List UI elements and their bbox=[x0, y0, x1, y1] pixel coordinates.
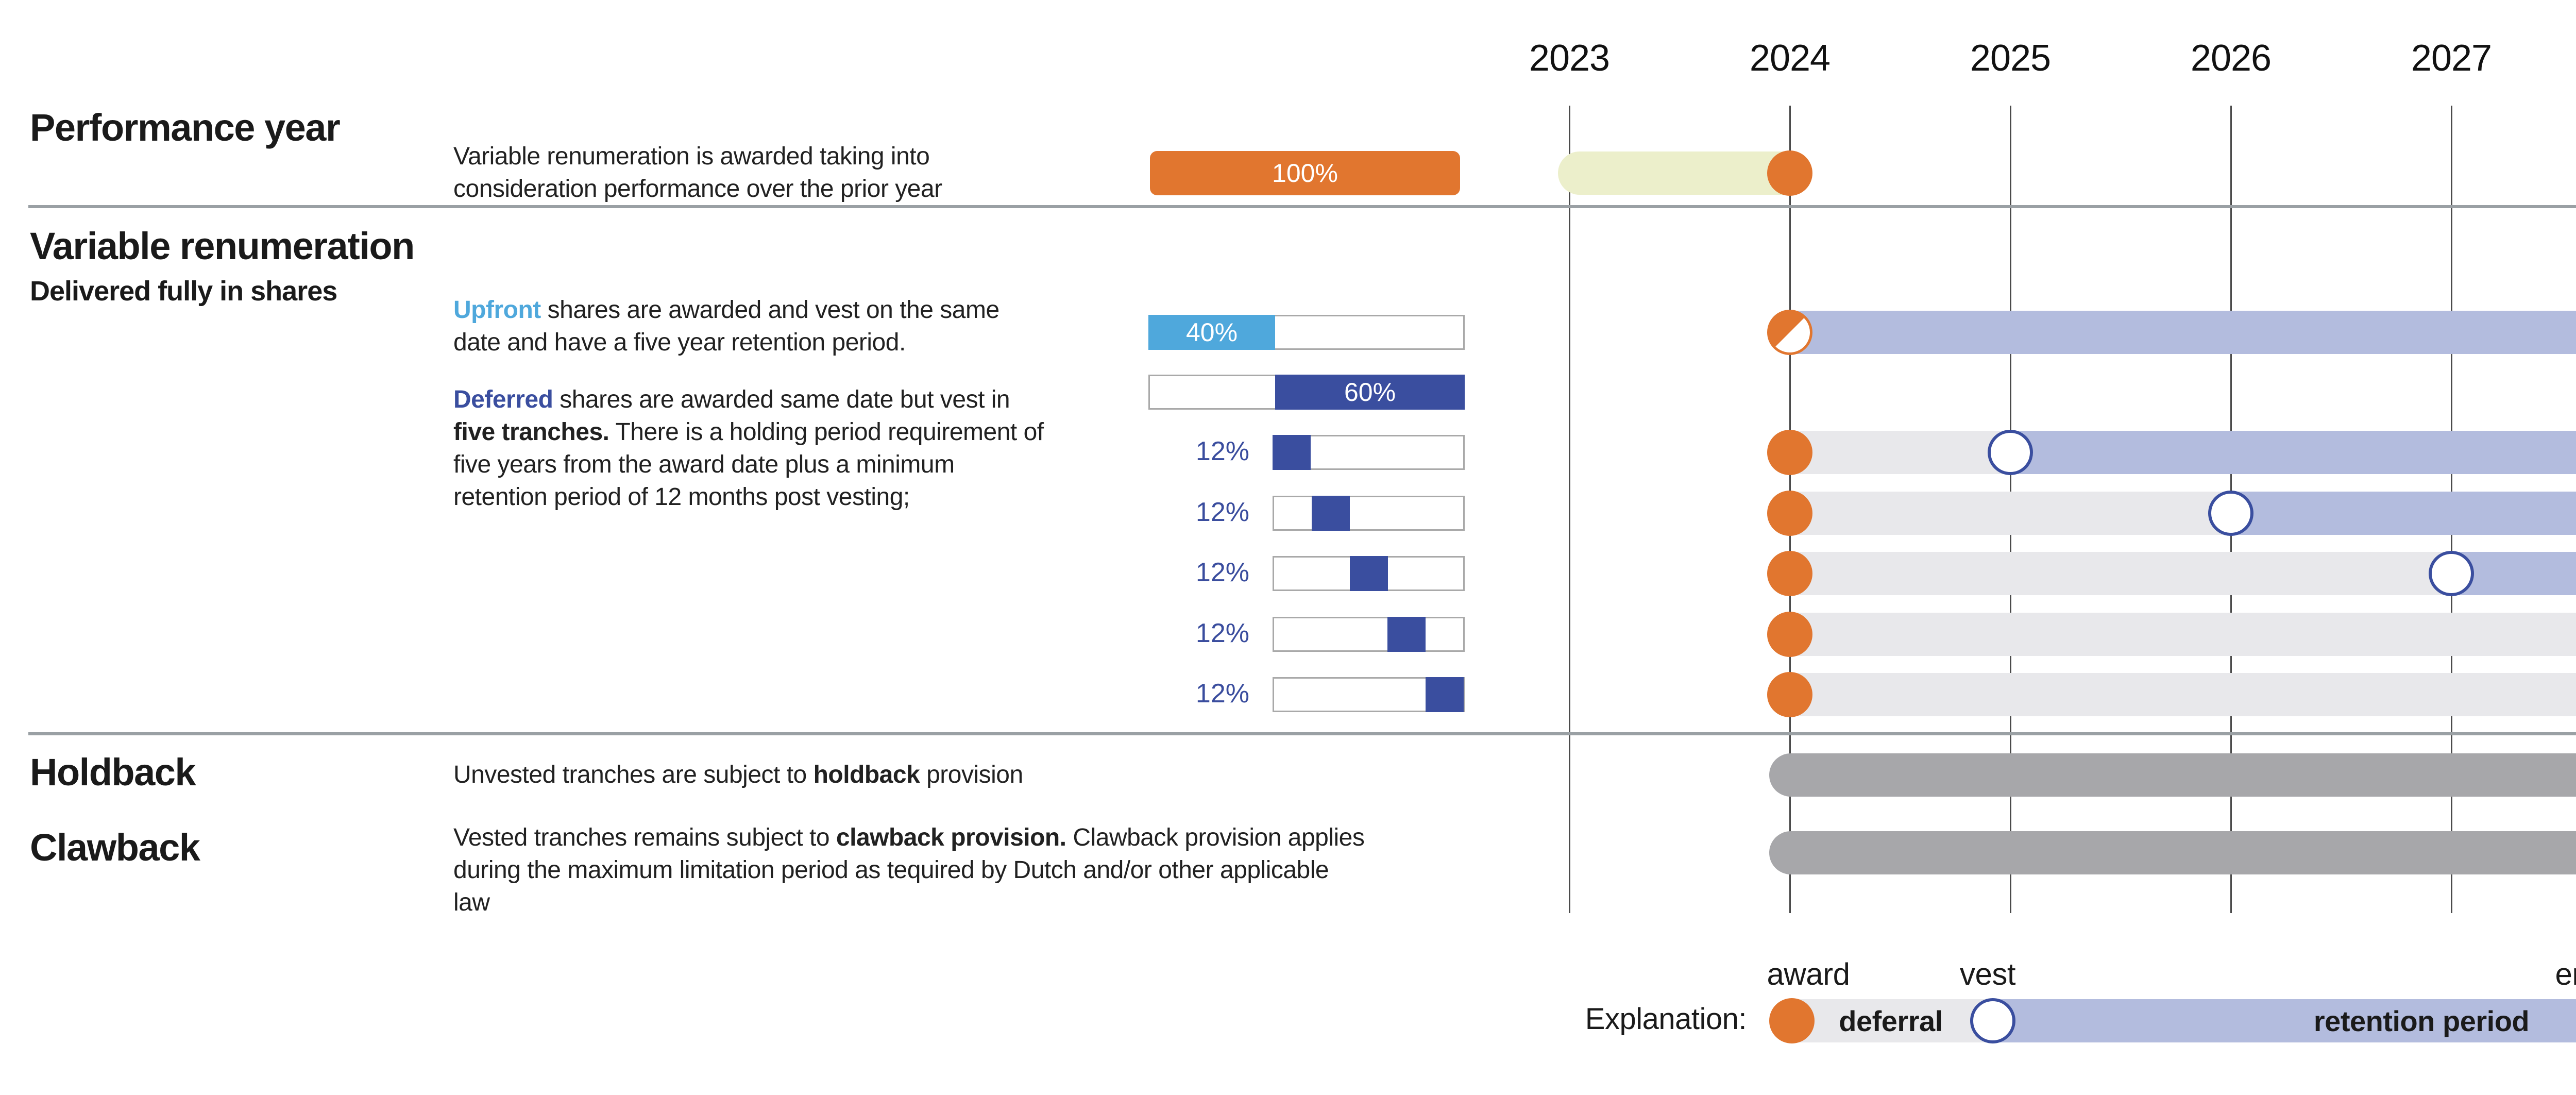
legend-retention-text: retention period bbox=[2313, 1004, 2530, 1037]
gridline-2023 bbox=[1569, 106, 1570, 913]
deferred-text-1: shares are awarded same date but vest in bbox=[553, 386, 1010, 413]
variable-section-title: Variable renumeration bbox=[30, 225, 415, 267]
performance-pct-bar: 100% bbox=[1150, 151, 1460, 195]
deferred-mini-bar: 60% bbox=[1148, 375, 1465, 410]
tranche-award-dot bbox=[1767, 672, 1812, 717]
performance-pct-label: 100% bbox=[1272, 159, 1338, 188]
tranche-mini-fill bbox=[1425, 677, 1464, 712]
upfront-award-vest-dot bbox=[1767, 310, 1812, 355]
year-label: 2027 bbox=[2411, 38, 2492, 79]
variable-section-subtitle: Delivered fully in shares bbox=[30, 276, 337, 307]
legend-retention-bar bbox=[1993, 999, 2576, 1042]
upfront-mini-bar: 40% bbox=[1148, 315, 1465, 350]
tranche-mini-fill bbox=[1349, 556, 1388, 591]
holdback-text-1: Unvested tranches are subject to bbox=[453, 761, 814, 788]
deferred-pct-label: 60% bbox=[1344, 378, 1396, 407]
tranche-award-dot bbox=[1767, 491, 1812, 536]
upfront-text: shares are awarded and vest on the same … bbox=[453, 296, 999, 356]
year-label: 2026 bbox=[2190, 38, 2272, 79]
deferred-bold: five tranches. bbox=[453, 418, 609, 446]
legend-vest-dot bbox=[1970, 998, 2015, 1043]
legend-deferral-text: deferral bbox=[1839, 1004, 1943, 1037]
legend-title: Explanation: bbox=[1585, 1002, 1747, 1036]
clawback-section-title: Clawback bbox=[30, 826, 200, 869]
tranche-mini-bar bbox=[1273, 556, 1465, 591]
tranche-deferral-bar bbox=[1790, 613, 2576, 656]
performance-year-bar bbox=[1558, 151, 1791, 195]
tranche-pct-label: 12% bbox=[1195, 679, 1249, 709]
tranche-mini-bar bbox=[1273, 617, 1465, 652]
tranche-pct-label: 12% bbox=[1195, 497, 1249, 527]
tranche-deferral-bar bbox=[1790, 492, 2231, 535]
clawback-description: Vested tranches remains subject to clawb… bbox=[453, 821, 1370, 919]
tranche-vest-dot bbox=[1988, 430, 2033, 475]
tranche-mini-bar bbox=[1273, 496, 1465, 531]
legend-vest-label: vest bbox=[1959, 957, 2016, 991]
year-label: 2025 bbox=[1970, 38, 2051, 79]
year-label: 2023 bbox=[1529, 38, 1610, 79]
year-label: 2024 bbox=[1749, 38, 1831, 79]
upfront-pct-label: 40% bbox=[1185, 318, 1238, 347]
tranche-award-dot bbox=[1767, 612, 1812, 657]
holdback-bold: holdback bbox=[813, 761, 920, 788]
upfront-description: Upfront shares are awarded and vest on t… bbox=[453, 294, 1046, 359]
tranche-vest-dot bbox=[2429, 551, 2474, 596]
performance-award-dot bbox=[1767, 150, 1812, 196]
deferred-text-2: There is a holding period requirement of… bbox=[453, 418, 1044, 511]
tranche-award-dot bbox=[1767, 551, 1812, 596]
clawback-bold: clawback provision. bbox=[836, 824, 1066, 851]
upfront-mini-fill: 40% bbox=[1148, 315, 1275, 350]
legend-award-label: award bbox=[1767, 957, 1850, 991]
legend-award-dot bbox=[1769, 998, 1815, 1043]
legend-deferral-bar bbox=[1792, 999, 1993, 1042]
holdback-text-2: provision bbox=[920, 761, 1023, 788]
holdback-bar bbox=[1769, 753, 2576, 797]
clawback-bar bbox=[1769, 831, 2576, 874]
holdback-section-title: Holdback bbox=[30, 751, 196, 794]
legend-end-of-retention-label: end of retention period bbox=[2555, 957, 2576, 991]
tranche-vest-dot bbox=[2208, 491, 2253, 536]
tranche-retention-bar bbox=[2231, 492, 2576, 535]
clawback-text-1: Vested tranches remains subject to bbox=[453, 824, 836, 851]
upfront-retention-bar bbox=[1790, 311, 2576, 354]
tranche-mini-fill bbox=[1387, 617, 1426, 652]
section-divider-bottom bbox=[28, 732, 2576, 735]
deferred-keyword: Deferred bbox=[453, 386, 553, 413]
clawback-text-2: Clawback provision applies during the ma… bbox=[453, 824, 1365, 916]
section-divider-top bbox=[28, 205, 2576, 208]
tranche-pct-label: 12% bbox=[1195, 436, 1249, 466]
tranche-pct-label: 12% bbox=[1195, 558, 1249, 587]
performance-description: Variable renumeration is awarded taking … bbox=[453, 143, 942, 203]
tranche-mini-bar bbox=[1273, 677, 1465, 712]
tranche-mini-fill bbox=[1273, 435, 1311, 470]
performance-section-title: Performance year bbox=[30, 106, 341, 149]
tranche-pct-label: 12% bbox=[1195, 618, 1249, 648]
tranche-mini-fill bbox=[1312, 496, 1350, 531]
tranche-award-dot bbox=[1767, 430, 1812, 475]
tranche-deferral-bar bbox=[1790, 673, 2576, 716]
tranche-deferral-bar bbox=[1790, 431, 2010, 474]
upfront-keyword: Upfront bbox=[453, 296, 541, 324]
tranche-retention-bar bbox=[2010, 431, 2576, 474]
tranche-deferral-bar bbox=[1790, 552, 2451, 595]
deferred-mini-fill: 60% bbox=[1275, 375, 1465, 410]
deferred-description: Deferred shares are awarded same date bu… bbox=[453, 383, 1046, 513]
tranche-mini-bar bbox=[1273, 435, 1465, 470]
holdback-description: Unvested tranches are subject to holdbac… bbox=[453, 759, 1329, 791]
